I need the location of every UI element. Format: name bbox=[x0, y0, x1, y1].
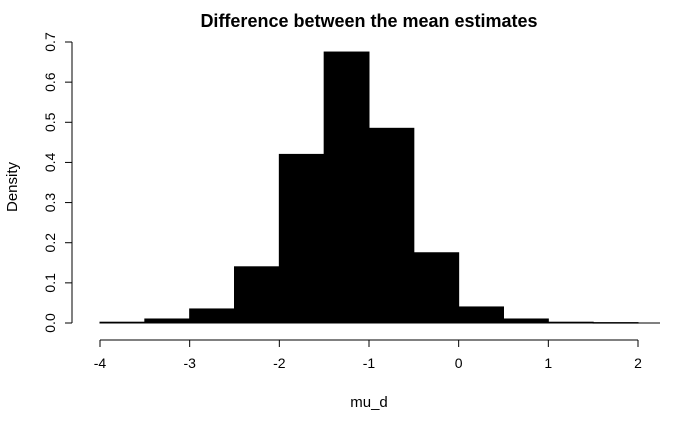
histogram-bar-1 bbox=[144, 318, 191, 324]
histogram-bar-6 bbox=[368, 127, 415, 324]
y-axis-label: Density bbox=[4, 161, 21, 212]
histogram-bar-8 bbox=[458, 306, 504, 324]
y-tick-label: 0.7 bbox=[42, 32, 58, 52]
histogram-bar-4 bbox=[278, 153, 325, 324]
histogram-bar-3 bbox=[234, 266, 280, 324]
y-tick-label: 0.4 bbox=[42, 152, 58, 172]
x-axis-label: mu_d bbox=[350, 394, 388, 411]
x-tick-label: 1 bbox=[544, 355, 552, 371]
y-tick-label: 0.1 bbox=[42, 273, 58, 293]
y-tick-label: 0.6 bbox=[42, 72, 58, 92]
x-tick-label: -1 bbox=[363, 355, 376, 371]
histogram-bar-7 bbox=[413, 252, 460, 324]
histogram-bar-5 bbox=[323, 51, 370, 324]
histogram-bar-9 bbox=[503, 318, 549, 324]
chart-title: Difference between the mean estimates bbox=[200, 11, 537, 31]
y-tick-label: 0.2 bbox=[42, 233, 58, 253]
bars-group bbox=[99, 51, 660, 324]
y-tick-label: 0.3 bbox=[42, 193, 58, 213]
x-tick-label: -4 bbox=[94, 355, 107, 371]
x-axis-ticks: -4 -3 -2 -1 0 1 2 bbox=[94, 340, 642, 371]
histogram-bar-2 bbox=[189, 308, 236, 324]
y-axis-ticks: 0.0 0.1 0.2 0.3 0.4 0.5 0.6 0.7 bbox=[42, 32, 72, 333]
y-tick-label: 0.0 bbox=[42, 313, 58, 333]
x-tick-label: 0 bbox=[455, 355, 463, 371]
x-tick-label: -3 bbox=[183, 355, 196, 371]
x-tick-label: 2 bbox=[634, 355, 642, 371]
y-tick-label: 0.5 bbox=[42, 112, 58, 132]
x-tick-label: -2 bbox=[273, 355, 286, 371]
